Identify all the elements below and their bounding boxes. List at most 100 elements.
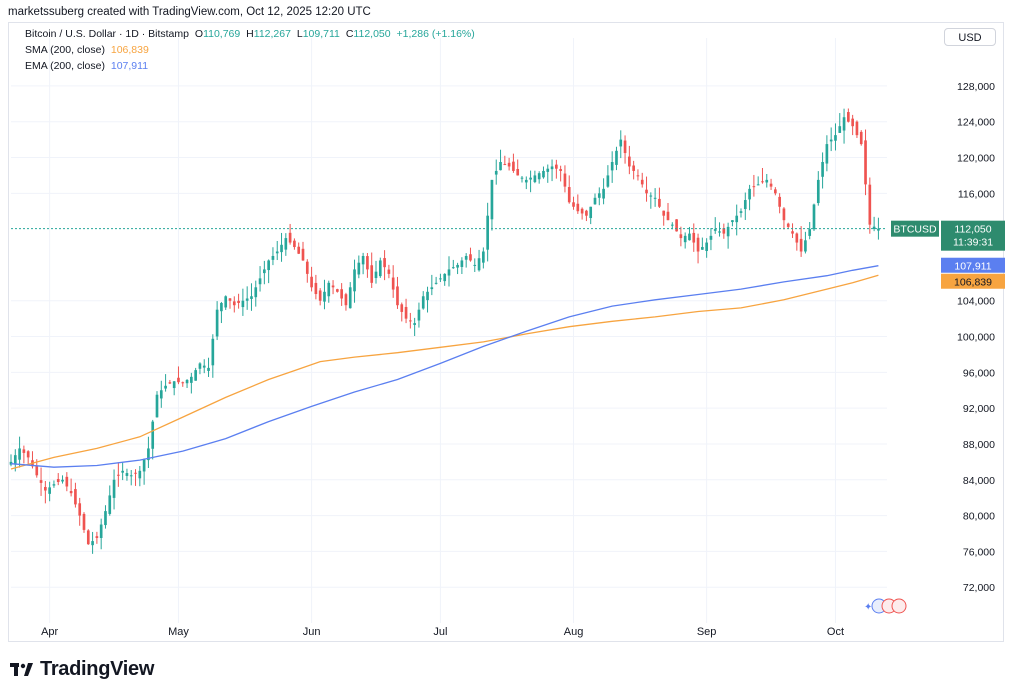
legend-sma[interactable]: SMA (200, close) 106,839 <box>25 44 149 56</box>
sma-tag <box>941 273 1005 289</box>
candle <box>9 461 13 465</box>
candle <box>155 394 159 418</box>
candle <box>340 289 343 299</box>
candle <box>662 210 666 216</box>
candle <box>215 309 219 337</box>
candle <box>512 161 515 171</box>
high-value: 112,267 <box>253 28 291 40</box>
candle <box>550 166 554 170</box>
candle <box>181 382 185 384</box>
chart-frame[interactable]: 72,000 76,000 80,000 84,000 88,000 92,000 96,0… <box>8 22 1005 643</box>
candle <box>241 300 245 308</box>
candle <box>211 338 215 366</box>
candle <box>95 536 99 538</box>
candle <box>112 479 116 498</box>
candle <box>722 228 726 234</box>
y-tick-label: 116,000 <box>958 188 995 200</box>
candle <box>138 470 142 479</box>
candle <box>426 291 429 301</box>
candle <box>417 309 421 321</box>
candle <box>22 449 26 453</box>
candle <box>868 184 872 225</box>
candle <box>284 238 288 250</box>
candle <box>636 175 640 177</box>
candle <box>151 421 155 449</box>
currency-button[interactable]: USD <box>944 28 996 46</box>
candle <box>198 363 202 369</box>
candle <box>774 189 777 194</box>
candle <box>851 118 854 127</box>
ema-value: 107,911 <box>110 60 149 72</box>
candle <box>593 197 597 205</box>
candle <box>172 381 176 389</box>
candle <box>786 223 790 227</box>
candle <box>86 530 90 545</box>
candle <box>486 215 489 250</box>
candle <box>490 179 494 220</box>
candle <box>271 255 275 260</box>
candle <box>263 269 266 274</box>
candle <box>520 177 524 179</box>
candle <box>499 161 502 171</box>
candle <box>39 480 43 483</box>
candle <box>683 235 687 243</box>
symbol-tag <box>891 220 939 237</box>
candle <box>374 271 378 279</box>
close-value: 112,050 <box>353 28 391 40</box>
candle <box>567 187 571 203</box>
candle <box>366 256 369 270</box>
candle <box>855 121 859 136</box>
candle <box>555 164 558 169</box>
candle <box>640 179 644 185</box>
candle <box>344 294 348 306</box>
svg-text:✦: ✦ <box>864 602 872 613</box>
candle <box>323 291 326 302</box>
candle <box>731 220 734 223</box>
candle <box>692 232 696 243</box>
candle <box>859 131 863 145</box>
price-chart[interactable]: 72,000 76,000 80,000 84,000 88,000 92,000 96,0… <box>9 23 1005 643</box>
candle <box>82 513 86 530</box>
candle <box>250 296 253 299</box>
candle <box>361 255 365 265</box>
candle <box>26 451 30 458</box>
candle <box>48 487 51 494</box>
y-tick-label: 84,000 <box>963 475 995 487</box>
candle <box>13 455 17 465</box>
legend-ema[interactable]: EMA (200, close) 107,911 <box>25 60 149 72</box>
candle <box>177 377 180 383</box>
candle <box>507 162 511 167</box>
candle <box>413 323 416 325</box>
candle <box>104 511 107 526</box>
candle <box>563 173 567 187</box>
candle <box>224 296 228 308</box>
candle <box>576 203 580 212</box>
candle <box>314 282 318 295</box>
y-tick-label: 100,000 <box>957 332 995 344</box>
candle <box>769 183 773 187</box>
symbol-name: Bitcoin / U.S. Dollar · 1D · Bitstamp <box>25 28 189 40</box>
candle <box>117 474 120 476</box>
candle <box>164 385 167 389</box>
candle <box>580 208 584 214</box>
symbol-tag-label: BTCUSD <box>893 224 937 236</box>
candle <box>194 370 197 381</box>
candle <box>190 376 193 383</box>
candle <box>615 150 618 165</box>
candle <box>752 186 756 188</box>
grid <box>11 38 887 623</box>
candle <box>735 215 739 223</box>
candle <box>696 237 700 252</box>
candle <box>447 269 451 276</box>
change-value: +1,286 (+1.16%) <box>396 28 475 40</box>
candle <box>791 231 794 234</box>
flag-icon[interactable]: ✦ <box>864 598 907 614</box>
candle <box>451 267 455 269</box>
candle <box>670 224 674 226</box>
candle <box>464 255 468 260</box>
candle <box>125 473 129 476</box>
y-tick-label: 128,000 <box>957 81 995 93</box>
y-tick-label: 124,000 <box>957 117 995 129</box>
y-tick-label: 76,000 <box>963 546 995 558</box>
